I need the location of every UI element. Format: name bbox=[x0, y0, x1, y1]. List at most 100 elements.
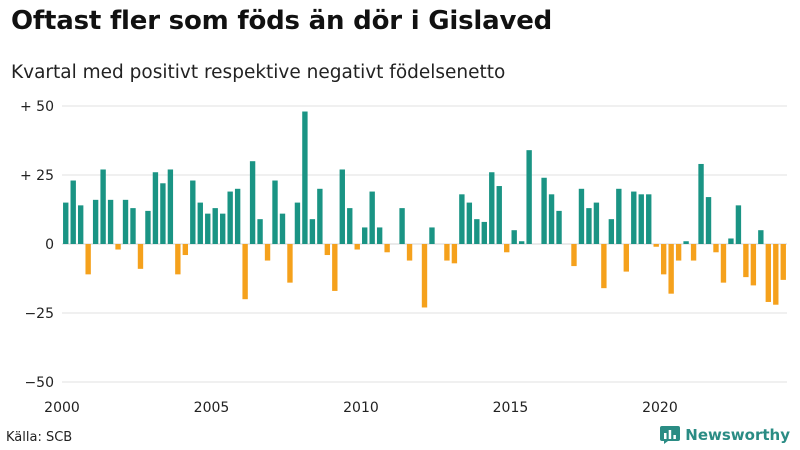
bar-negative bbox=[332, 244, 338, 291]
bar-negative bbox=[720, 244, 727, 283]
bar-positive bbox=[429, 227, 435, 244]
bar-positive bbox=[279, 213, 286, 244]
bar-negative bbox=[324, 244, 331, 256]
bar-positive bbox=[758, 230, 764, 244]
bar-negative bbox=[623, 244, 629, 272]
x-tick-label: 2015 bbox=[493, 400, 529, 416]
bar-negative bbox=[242, 244, 248, 300]
bar-positive bbox=[518, 241, 525, 244]
bar-positive bbox=[481, 221, 487, 244]
bar-negative bbox=[115, 244, 121, 250]
bar-positive bbox=[728, 238, 734, 244]
bar-negative bbox=[384, 244, 390, 253]
bar-negative bbox=[660, 244, 667, 275]
bar-negative bbox=[773, 244, 779, 305]
bar-positive bbox=[593, 202, 600, 244]
bar-positive bbox=[212, 208, 218, 244]
bar-positive bbox=[227, 191, 233, 244]
bar-negative bbox=[743, 244, 749, 278]
bar-positive bbox=[705, 197, 712, 244]
bar-positive bbox=[272, 180, 278, 244]
bar-positive bbox=[249, 161, 256, 244]
bar-positive bbox=[347, 208, 353, 244]
bar-negative bbox=[287, 244, 293, 283]
bar-positive bbox=[70, 180, 76, 244]
bar-positive bbox=[63, 202, 69, 244]
bar-positive bbox=[167, 169, 174, 244]
y-tick-label: −50 bbox=[24, 375, 54, 391]
gridlines bbox=[62, 105, 787, 383]
bar-negative bbox=[182, 244, 189, 256]
bar-positive bbox=[205, 213, 211, 244]
bar-positive bbox=[77, 205, 84, 244]
bar-negative bbox=[675, 244, 682, 261]
x-axis-ticks: 2000 2005 2010 2015 2020 bbox=[44, 400, 678, 416]
bar-positive bbox=[578, 188, 585, 244]
bar-positive bbox=[511, 230, 517, 244]
bar-negative bbox=[451, 244, 458, 264]
bar-positive bbox=[548, 194, 555, 244]
bar-positive bbox=[466, 202, 473, 244]
bar-positive bbox=[399, 208, 405, 244]
y-tick-label: + 50 bbox=[20, 99, 54, 115]
bar-positive bbox=[197, 202, 203, 244]
bar-negative bbox=[264, 244, 271, 261]
bar-positive bbox=[496, 186, 502, 244]
bar-negative bbox=[444, 244, 450, 261]
y-tick-label: + 25 bbox=[20, 168, 54, 184]
source-note: Källa: SCB bbox=[6, 430, 73, 445]
bar-positive bbox=[220, 213, 226, 244]
bar-positive bbox=[646, 194, 652, 244]
bar-positive bbox=[309, 219, 316, 244]
bar-negative bbox=[765, 244, 771, 302]
bar-negative bbox=[137, 244, 144, 269]
bar-positive bbox=[317, 188, 323, 244]
bar-negative bbox=[421, 244, 428, 308]
bar-negative bbox=[690, 244, 697, 261]
y-axis-ticks: + 50 + 25 0 −25 −50 bbox=[20, 99, 54, 391]
bar-positive bbox=[631, 191, 637, 244]
chart-title: Oftast fler som föds än dör i Gislaved bbox=[11, 6, 553, 36]
bar-negative bbox=[653, 244, 659, 247]
bar-positive bbox=[339, 169, 345, 244]
bar-negative bbox=[85, 244, 91, 275]
bar-positive bbox=[489, 172, 495, 244]
x-tick-label: 2000 bbox=[44, 400, 80, 416]
chart-subtitle: Kvartal med positivt respektive negativt… bbox=[11, 62, 506, 83]
bar-positive bbox=[257, 219, 263, 244]
bar-positive bbox=[100, 169, 106, 244]
bar-positive bbox=[145, 210, 151, 244]
x-tick-label: 2020 bbox=[642, 400, 678, 416]
x-tick-label: 2005 bbox=[194, 400, 230, 416]
bar-positive bbox=[152, 172, 159, 244]
bar-positive bbox=[160, 183, 166, 244]
bar-positive bbox=[234, 188, 241, 244]
bar-positive bbox=[302, 111, 308, 245]
brand-name: Newsworthy bbox=[685, 426, 790, 444]
newsworthy-bar-chart-icon bbox=[660, 426, 681, 444]
bar-positive bbox=[369, 191, 375, 244]
bar-positive bbox=[122, 199, 129, 244]
bar-positive bbox=[294, 202, 301, 244]
bar-negative bbox=[406, 244, 413, 261]
bar-negative bbox=[504, 244, 510, 253]
newsworthy-logo[interactable]: Newsworthy bbox=[660, 426, 790, 444]
bar-positive bbox=[586, 208, 592, 244]
bar-negative bbox=[780, 244, 786, 280]
bar-positive bbox=[107, 199, 114, 244]
bar-positive bbox=[526, 150, 532, 244]
bar-negative bbox=[354, 244, 360, 250]
bar-negative bbox=[601, 244, 607, 289]
bar-positive bbox=[638, 194, 644, 244]
bar-positive bbox=[459, 194, 465, 244]
bar-positive bbox=[474, 219, 480, 244]
bar-negative bbox=[750, 244, 757, 286]
bars bbox=[63, 111, 786, 308]
bar-positive bbox=[130, 208, 136, 244]
y-tick-label: −25 bbox=[24, 306, 54, 322]
bar-positive bbox=[376, 227, 383, 244]
bar-positive bbox=[190, 180, 196, 244]
bar-positive bbox=[362, 227, 368, 244]
bar-positive bbox=[541, 177, 547, 244]
